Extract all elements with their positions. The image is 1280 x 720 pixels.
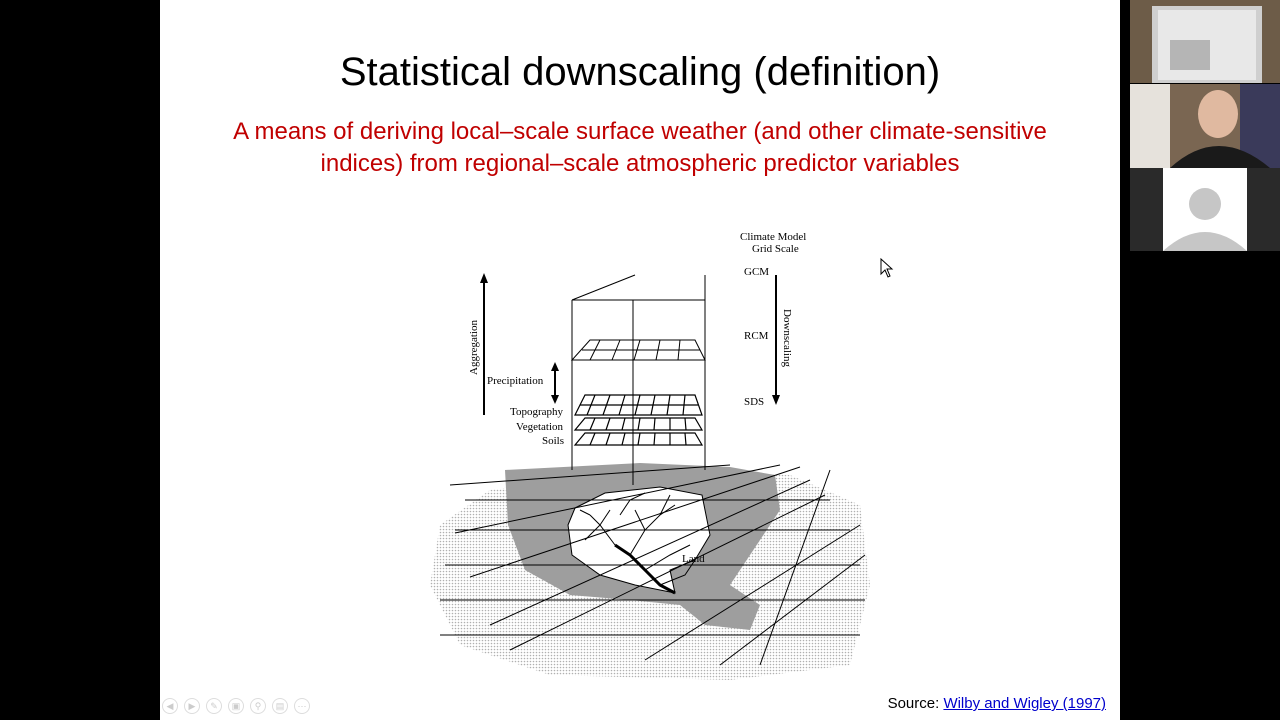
grid-scale-header-2: Grid Scale [752, 243, 799, 255]
slides-icon[interactable]: ▤ [272, 698, 288, 714]
slide-canvas: Statistical downscaling (definition) A m… [160, 0, 1120, 720]
pen-icon[interactable]: ✎ [206, 698, 222, 714]
rcm-label: RCM [744, 330, 769, 342]
vegetation-label: Vegetation [516, 421, 564, 433]
downscaling-arrow [772, 275, 780, 405]
precipitation-label: Precipitation [487, 375, 544, 387]
video-tile-room[interactable] [1130, 0, 1280, 83]
topo-grid [574, 394, 703, 416]
aggregation-label: Aggregation [468, 320, 480, 375]
copy-icon[interactable]: ▣ [228, 698, 244, 714]
precipitation-arrow [551, 362, 559, 404]
land-label: Land [682, 553, 705, 565]
avatar [1130, 168, 1280, 251]
arrow-right-icon[interactable]: ▶ [184, 698, 200, 714]
arrow-left-icon[interactable]: ◀ [162, 698, 178, 714]
zoom-icon[interactable]: ⚲ [250, 698, 266, 714]
aggregation-arrow [480, 273, 488, 415]
ground-grid [440, 464, 866, 666]
column-box [571, 274, 706, 485]
veg-grid [573, 417, 704, 431]
precip-grid [570, 339, 706, 361]
source-link[interactable]: Wilby and Wigley (1997) [943, 695, 1106, 712]
soil-grid [573, 432, 704, 446]
topography-label: Topography [510, 406, 563, 418]
slide-title: Statistical downscaling (definition) [339, 50, 941, 94]
more-icon[interactable]: ⋯ [294, 698, 310, 714]
video-tile-speaker[interactable] [1130, 84, 1280, 168]
source-citation: Source: Wilby and Wigley (1997) [888, 695, 1106, 712]
room-background [1130, 0, 1280, 83]
speaker-video [1130, 84, 1280, 168]
mouse-cursor-icon [880, 258, 894, 278]
gcm-label: GCM [744, 266, 769, 278]
slide-subtitle: A means of deriving local–scale surface … [233, 118, 1047, 177]
video-tile-participant[interactable] [1130, 168, 1280, 251]
downscaling-diagram: Aggregation Precipitation Topography Veg… [430, 231, 870, 680]
sds-label: SDS [744, 396, 764, 408]
grid-scale-header-1: Climate Model [740, 231, 806, 243]
soils-label: Soils [542, 435, 564, 447]
source-prefix: Source: [887, 695, 944, 712]
downscaling-label: Downscaling [781, 309, 793, 368]
slideshow-controls: ◀ ▶ ✎ ▣ ⚲ ▤ ⋯ [162, 698, 310, 716]
